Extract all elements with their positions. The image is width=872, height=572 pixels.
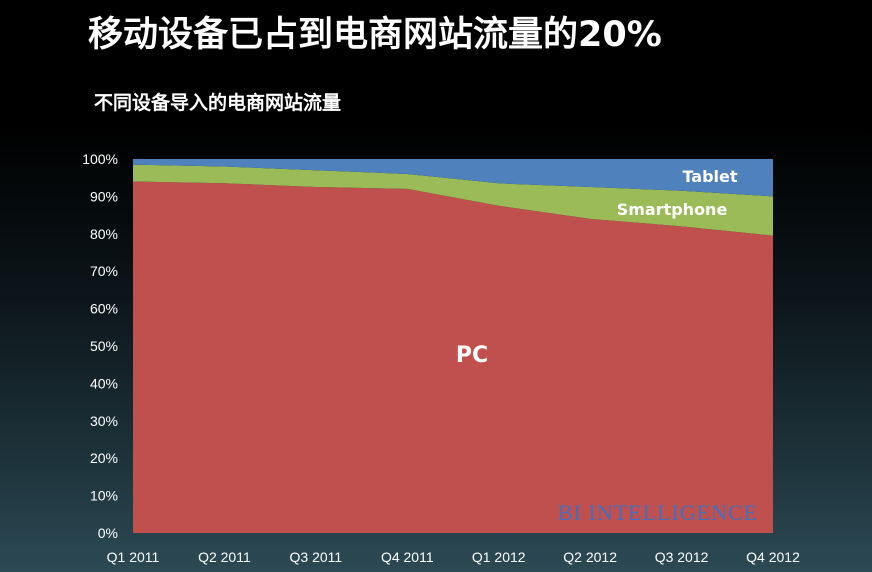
- y-tick-label: 0%: [98, 525, 118, 541]
- x-tick-label: Q2 2012: [563, 549, 617, 565]
- series-label-tablet: Tablet: [682, 167, 737, 186]
- y-tick-label: 10%: [90, 488, 118, 504]
- x-tick-label: Q2 2011: [198, 549, 251, 565]
- x-tick-label: Q4 2012: [746, 549, 800, 565]
- x-tick-label: Q3 2011: [290, 549, 343, 565]
- area-tablet: [133, 159, 773, 197]
- x-tick-label: Q3 2012: [655, 549, 709, 565]
- series-label-pc: PC: [456, 343, 488, 368]
- y-tick-label: 90%: [90, 188, 118, 204]
- series-labels: PC Smartphone Tablet: [456, 167, 738, 368]
- y-tick-label: 40%: [90, 375, 118, 391]
- area-smartphone: [133, 164, 773, 236]
- y-tick-label: 30%: [90, 413, 118, 429]
- y-tick-label: 70%: [90, 263, 118, 279]
- y-tick-label: 80%: [90, 226, 118, 242]
- x-tick-label: Q4 2011: [381, 549, 434, 565]
- x-tick-label: Q1 2011: [107, 549, 160, 565]
- y-axis-ticks: 0% 10% 20% 30% 40% 50% 60% 70% 80% 90% 100%: [82, 151, 118, 541]
- page-title: 移动设备已占到电商网站流量的20%: [88, 15, 662, 55]
- area-layers: [133, 159, 773, 533]
- y-tick-label: 50%: [90, 338, 118, 354]
- y-tick-label: 20%: [90, 450, 118, 466]
- x-axis-ticks: Q1 2011 Q2 2011 Q3 2011 Q4 2011 Q1 2012 Q2 20…: [107, 549, 800, 565]
- y-tick-label: 100%: [82, 151, 118, 167]
- x-tick-label: Q1 2012: [472, 549, 526, 565]
- watermark-text: BI INTELLIGENCE: [558, 500, 758, 525]
- chart-subtitle: 不同设备导入的电商网站流量: [94, 92, 342, 114]
- area-pc: [133, 181, 773, 533]
- y-tick-label: 60%: [90, 301, 118, 317]
- series-label-smartphone: Smartphone: [617, 200, 728, 219]
